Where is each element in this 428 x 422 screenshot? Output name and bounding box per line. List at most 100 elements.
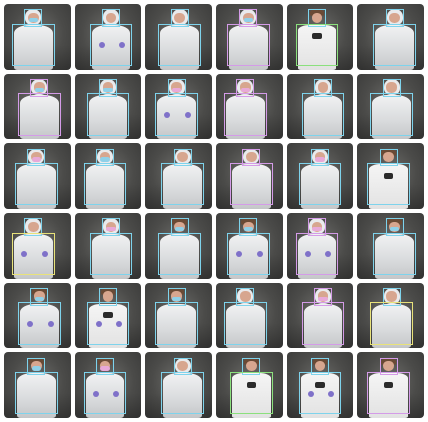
glove [95,321,102,328]
body-bounding-box [158,232,201,276]
protective-suit [232,164,271,209]
face-mask [312,226,322,232]
photo-tile [216,282,283,349]
photo-tile [74,143,142,209]
protective-suit [303,303,343,349]
person-figure [229,218,268,279]
protective-suit [303,94,343,140]
photo-tile [4,143,71,209]
head-bounding-box [95,357,115,376]
body-bounding-box [301,93,345,136]
head-bounding-box [242,357,261,376]
body-bounding-box [86,93,130,136]
protective-suit [17,373,56,418]
photo-tile [4,73,71,140]
head-bounding-box [173,357,192,376]
person-figure [369,148,408,209]
body-bounding-box [158,23,201,67]
shirt-logo [246,381,256,388]
protective-suit [160,233,199,279]
body-bounding-box [89,232,133,276]
person-figure [88,78,128,140]
person-figure [303,78,343,140]
protective-suit [375,24,414,70]
photo-tile [74,352,142,418]
head-bounding-box [98,78,118,97]
body-bounding-box [89,23,133,67]
head-bounding-box [173,148,192,167]
face-mask [28,17,38,23]
glove [41,251,48,258]
protective-suit [375,233,414,279]
glove [116,321,123,328]
body-bounding-box [373,23,416,67]
photo-tile [286,143,354,209]
head-bounding-box [30,287,49,306]
face [28,221,39,233]
person-figure [20,78,59,140]
protective-suit [160,24,199,70]
face-mask [34,296,44,301]
person-figure [232,357,271,418]
head-bounding-box [379,357,398,376]
head-bounding-box [98,287,118,306]
photo-tile [286,213,354,279]
photo-tile [145,213,212,279]
photo-tile [74,282,142,349]
protective-suit [91,233,131,279]
person-figure [17,357,56,418]
head-bounding-box [24,9,43,27]
body-bounding-box [155,302,198,345]
head-bounding-box [382,78,401,97]
protective-suit [17,164,56,209]
protective-suit [85,164,125,209]
body-bounding-box [161,163,204,206]
body-bounding-box [86,302,130,345]
person-figure [229,9,268,70]
person-figure [297,218,337,279]
face-mask [315,157,325,162]
person-figure [14,9,53,70]
person-figure [88,287,128,349]
person-figure [303,287,343,349]
head-bounding-box [310,148,330,167]
head-bounding-box [30,78,49,97]
photo-tile [145,143,212,209]
head-bounding-box [313,78,333,97]
head-bounding-box [101,218,121,236]
photo-tile [357,213,424,279]
head-bounding-box [95,148,115,167]
head-bounding-box [170,218,189,236]
person-figure [14,218,53,279]
face [311,12,323,24]
photo-tile [357,143,424,209]
photo-tile [145,4,212,70]
body-bounding-box [301,302,345,345]
body-bounding-box [12,232,55,276]
person-figure [160,218,199,279]
photo-tile [145,73,212,140]
body-bounding-box [367,163,410,206]
body-bounding-box [230,163,273,206]
face [174,12,185,24]
shirt-torso [369,164,408,209]
face [105,12,117,24]
face-mask [34,87,44,92]
glove [325,251,332,258]
face-mask [175,226,185,232]
protective-suit [372,303,411,349]
body-bounding-box [224,93,267,136]
face-mask [106,226,116,232]
body-bounding-box [230,372,273,415]
protective-suit [157,303,196,349]
protective-suit [20,94,59,140]
photo-tile [216,352,283,418]
head-bounding-box [382,287,401,306]
person-figure [297,9,337,70]
head-bounding-box [313,287,333,306]
person-figure [163,148,202,209]
head-bounding-box [242,148,261,167]
body-bounding-box [18,302,61,345]
photo-tile [4,282,71,349]
